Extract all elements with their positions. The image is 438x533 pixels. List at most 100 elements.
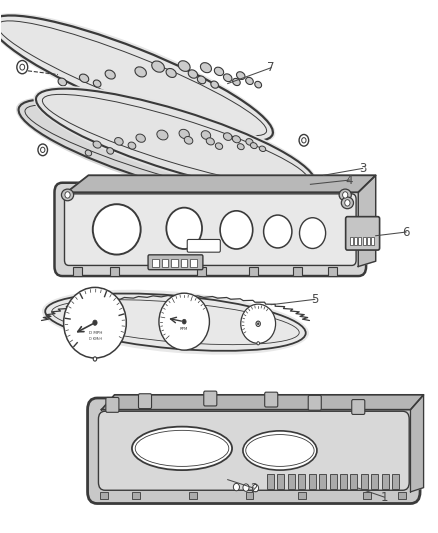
Ellipse shape bbox=[256, 321, 260, 326]
Ellipse shape bbox=[246, 139, 253, 145]
Ellipse shape bbox=[241, 304, 276, 343]
Ellipse shape bbox=[135, 67, 146, 77]
Polygon shape bbox=[67, 175, 376, 192]
FancyBboxPatch shape bbox=[162, 259, 168, 266]
Ellipse shape bbox=[152, 61, 164, 72]
Ellipse shape bbox=[38, 144, 47, 156]
FancyBboxPatch shape bbox=[371, 474, 378, 489]
Ellipse shape bbox=[20, 64, 25, 70]
FancyBboxPatch shape bbox=[371, 237, 374, 245]
FancyBboxPatch shape bbox=[354, 237, 357, 245]
Ellipse shape bbox=[223, 74, 232, 82]
Ellipse shape bbox=[93, 204, 141, 255]
Text: 2: 2 bbox=[250, 482, 258, 495]
Ellipse shape bbox=[343, 192, 348, 198]
FancyBboxPatch shape bbox=[204, 391, 217, 406]
Polygon shape bbox=[102, 395, 424, 410]
Ellipse shape bbox=[253, 484, 258, 492]
FancyBboxPatch shape bbox=[171, 259, 178, 266]
Ellipse shape bbox=[17, 61, 28, 74]
Ellipse shape bbox=[223, 133, 232, 140]
FancyBboxPatch shape bbox=[350, 474, 357, 489]
Ellipse shape bbox=[79, 74, 89, 83]
FancyBboxPatch shape bbox=[99, 411, 409, 490]
FancyBboxPatch shape bbox=[319, 474, 326, 489]
Ellipse shape bbox=[178, 61, 190, 71]
FancyBboxPatch shape bbox=[152, 259, 159, 266]
FancyBboxPatch shape bbox=[110, 266, 119, 276]
Ellipse shape bbox=[300, 217, 325, 248]
Text: 4: 4 bbox=[346, 174, 353, 187]
FancyBboxPatch shape bbox=[309, 474, 316, 489]
Ellipse shape bbox=[136, 134, 145, 142]
FancyBboxPatch shape bbox=[54, 183, 366, 276]
FancyBboxPatch shape bbox=[298, 492, 306, 499]
FancyBboxPatch shape bbox=[308, 395, 321, 410]
Ellipse shape bbox=[93, 357, 97, 361]
Ellipse shape bbox=[179, 130, 189, 139]
Ellipse shape bbox=[255, 82, 261, 88]
FancyBboxPatch shape bbox=[363, 237, 366, 245]
FancyBboxPatch shape bbox=[277, 474, 284, 489]
FancyBboxPatch shape bbox=[367, 237, 370, 245]
Ellipse shape bbox=[166, 68, 176, 77]
Ellipse shape bbox=[184, 136, 193, 144]
FancyBboxPatch shape bbox=[340, 474, 347, 489]
FancyBboxPatch shape bbox=[148, 255, 203, 270]
Text: D KM/H: D KM/H bbox=[89, 337, 102, 341]
Ellipse shape bbox=[64, 287, 126, 358]
Ellipse shape bbox=[215, 143, 223, 149]
Ellipse shape bbox=[93, 80, 101, 87]
Ellipse shape bbox=[0, 13, 276, 143]
FancyBboxPatch shape bbox=[189, 492, 197, 499]
Ellipse shape bbox=[85, 150, 92, 156]
FancyBboxPatch shape bbox=[250, 266, 258, 276]
FancyBboxPatch shape bbox=[246, 492, 253, 499]
Ellipse shape bbox=[201, 131, 211, 139]
Text: 6: 6 bbox=[403, 225, 410, 239]
Ellipse shape bbox=[206, 138, 214, 145]
FancyBboxPatch shape bbox=[267, 474, 274, 489]
Text: D MPH: D MPH bbox=[89, 332, 102, 335]
FancyBboxPatch shape bbox=[265, 392, 278, 407]
FancyBboxPatch shape bbox=[328, 266, 336, 276]
FancyBboxPatch shape bbox=[358, 237, 361, 245]
Ellipse shape bbox=[251, 143, 257, 149]
Ellipse shape bbox=[233, 78, 240, 86]
FancyBboxPatch shape bbox=[73, 266, 82, 276]
FancyBboxPatch shape bbox=[392, 474, 399, 489]
Ellipse shape bbox=[257, 342, 259, 345]
Ellipse shape bbox=[264, 215, 292, 248]
FancyBboxPatch shape bbox=[187, 239, 220, 252]
FancyBboxPatch shape bbox=[190, 259, 197, 266]
Ellipse shape bbox=[201, 63, 212, 72]
FancyBboxPatch shape bbox=[361, 474, 368, 489]
Ellipse shape bbox=[299, 134, 309, 146]
Ellipse shape bbox=[302, 138, 306, 143]
FancyBboxPatch shape bbox=[132, 492, 140, 499]
FancyBboxPatch shape bbox=[100, 492, 108, 499]
Ellipse shape bbox=[128, 142, 136, 149]
Ellipse shape bbox=[159, 293, 209, 350]
Ellipse shape bbox=[188, 70, 198, 78]
FancyBboxPatch shape bbox=[181, 259, 187, 266]
FancyBboxPatch shape bbox=[352, 400, 365, 415]
Ellipse shape bbox=[237, 144, 244, 150]
FancyBboxPatch shape bbox=[88, 398, 420, 504]
Ellipse shape bbox=[243, 431, 317, 470]
Ellipse shape bbox=[341, 197, 353, 209]
FancyBboxPatch shape bbox=[398, 492, 406, 499]
Ellipse shape bbox=[33, 86, 318, 195]
Ellipse shape bbox=[243, 484, 249, 491]
Ellipse shape bbox=[345, 200, 350, 206]
FancyBboxPatch shape bbox=[293, 266, 302, 276]
Ellipse shape bbox=[132, 426, 232, 470]
FancyBboxPatch shape bbox=[138, 394, 152, 409]
Ellipse shape bbox=[220, 211, 253, 249]
Ellipse shape bbox=[93, 141, 101, 148]
Ellipse shape bbox=[237, 72, 245, 79]
FancyBboxPatch shape bbox=[298, 474, 305, 489]
FancyBboxPatch shape bbox=[197, 266, 206, 276]
Ellipse shape bbox=[246, 77, 253, 85]
Ellipse shape bbox=[198, 76, 206, 84]
